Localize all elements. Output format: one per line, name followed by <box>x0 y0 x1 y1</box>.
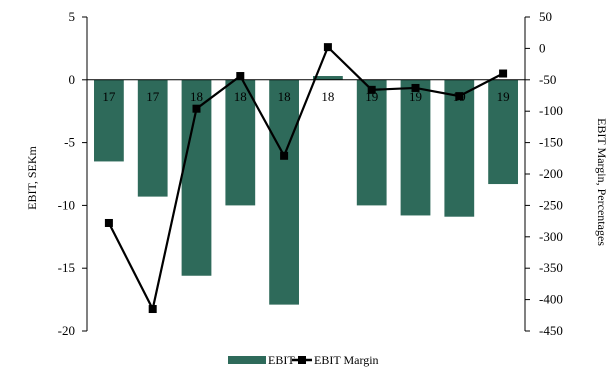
category-label: 18 <box>321 89 334 104</box>
point-ebit-margin <box>148 305 157 314</box>
point-ebit-margin <box>104 218 113 227</box>
point-ebit-margin <box>367 85 376 94</box>
legend-swatch-ebit <box>228 356 266 364</box>
bars-layer <box>94 76 518 305</box>
y2-tick-label: -350 <box>539 260 563 275</box>
y2-tick-label: -100 <box>539 103 563 118</box>
legend-label-margin: EBIT Margin <box>314 353 379 367</box>
category-label: 19 <box>497 89 510 104</box>
category-label: 19 <box>409 89 422 104</box>
point-ebit-margin <box>499 69 508 78</box>
line-layer <box>104 43 508 314</box>
y-tick-label: -5 <box>64 135 75 150</box>
y2-tick-label: -400 <box>539 292 563 307</box>
point-ebit-margin <box>323 43 332 52</box>
point-ebit-margin <box>411 83 420 92</box>
category-label: 17 <box>146 89 160 104</box>
y-tick-label: -10 <box>58 197 75 212</box>
point-ebit-margin <box>280 151 289 160</box>
y2-tick-label: -450 <box>539 323 563 338</box>
bar-ebit <box>400 79 431 216</box>
legend-marker-margin <box>298 356 306 364</box>
y2-tick-label: -250 <box>539 197 563 212</box>
bar-ebit <box>356 79 387 206</box>
bar-ebit <box>225 79 256 206</box>
bar-ebit <box>269 79 299 305</box>
y2-tick-label: -200 <box>539 166 563 181</box>
bar-ebit <box>313 76 343 80</box>
y-tick-label: -20 <box>58 323 75 338</box>
y-tick-label: -15 <box>58 260 75 275</box>
series-line-ebit-margin <box>107 45 504 313</box>
y2-tick-label: 0 <box>539 40 546 55</box>
y2-tick-label: -150 <box>539 135 563 150</box>
bar-ebit <box>137 79 168 197</box>
y-tick-label: 5 <box>69 9 76 24</box>
category-label: 18 <box>190 89 203 104</box>
legend-label-ebit: EBIT <box>268 353 295 367</box>
legend: EBIT EBIT Margin <box>228 353 379 367</box>
bar-ebit <box>444 79 475 217</box>
y-tick-label: 0 <box>69 72 76 87</box>
category-labels: 17171818181819191919 <box>102 89 509 104</box>
y2-axis-title: EBIT Margin, Percentages <box>595 118 609 246</box>
bar-ebit <box>94 79 124 162</box>
axes-layer: 50-5-10-15-20500-50-100-150-200-250-300-… <box>58 9 563 338</box>
point-ebit-margin <box>192 104 201 113</box>
y2-tick-label: -300 <box>539 229 563 244</box>
category-label: 18 <box>278 89 291 104</box>
y-axis-title: EBIT, SEKm <box>25 145 39 209</box>
bar-ebit <box>488 79 518 185</box>
point-ebit-margin <box>236 72 245 81</box>
y2-tick-label: -50 <box>539 72 556 87</box>
y2-tick-label: 50 <box>539 9 552 24</box>
category-label: 18 <box>234 89 247 104</box>
point-ebit-margin <box>455 92 464 101</box>
category-label: 17 <box>102 89 116 104</box>
